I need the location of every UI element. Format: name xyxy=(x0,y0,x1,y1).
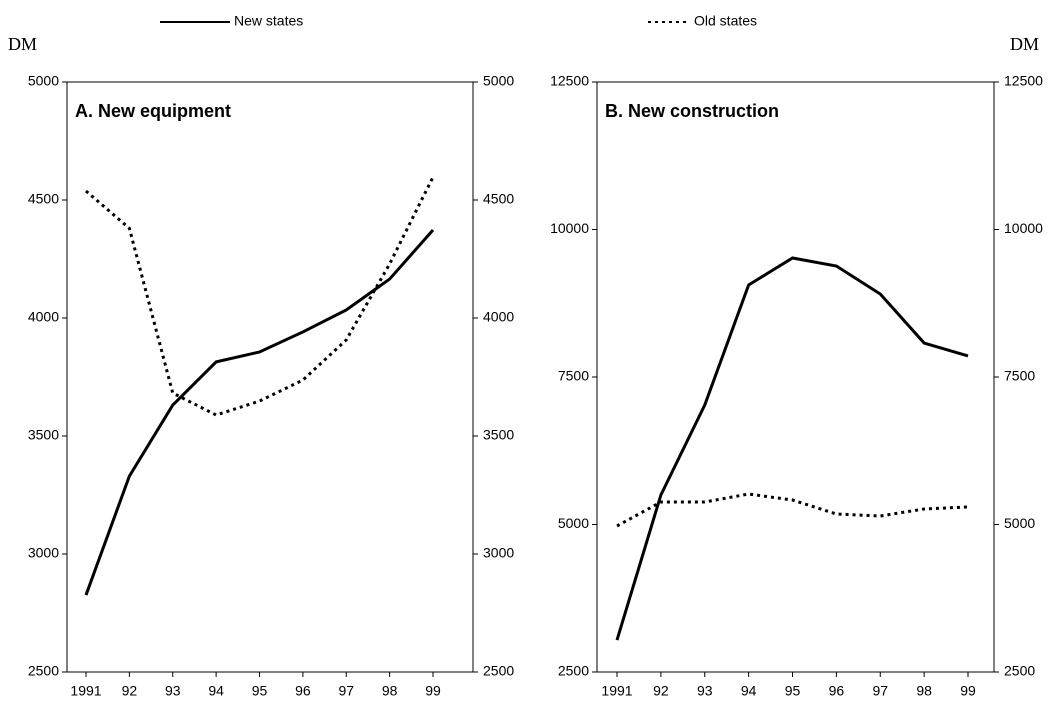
y-tick-label: 3000 xyxy=(28,545,59,561)
x-tick-label: 92 xyxy=(653,683,669,699)
legend-label: Old states xyxy=(694,13,757,29)
x-tick-label: 96 xyxy=(295,683,311,699)
y-tick-label: 4500 xyxy=(28,191,59,207)
data-line xyxy=(615,256,969,641)
y-tick-label: 5000 xyxy=(28,73,59,89)
y-tick-label: 2500 xyxy=(558,663,589,679)
y2-tick-label: 10000 xyxy=(1004,220,1043,236)
x-tick-label: 96 xyxy=(829,683,845,699)
y2-tick-label: 2500 xyxy=(1004,663,1035,679)
y2-tick-label: 3500 xyxy=(483,427,514,443)
x-tick-label: 98 xyxy=(382,683,398,699)
data-line xyxy=(85,176,435,417)
y2-tick-label: 7500 xyxy=(1004,368,1035,384)
chart-title: B. New construction xyxy=(605,101,779,121)
y2-tick-label: 12500 xyxy=(1004,73,1043,89)
x-tick-label: 98 xyxy=(916,683,932,699)
x-tick-label: 1991 xyxy=(601,683,632,699)
y-tick-label: 12500 xyxy=(550,73,589,89)
y-axis-label: DM xyxy=(8,34,37,54)
x-tick-label: 93 xyxy=(697,683,713,699)
y-tick-label: 7500 xyxy=(558,368,589,384)
y-tick-label: 5000 xyxy=(558,515,589,531)
x-tick-label: 93 xyxy=(165,683,181,699)
y2-tick-label: 4000 xyxy=(483,309,514,325)
plot-area xyxy=(66,81,474,673)
x-tick-label: 1991 xyxy=(70,683,101,699)
y2-axis-label: DM xyxy=(1010,34,1039,54)
x-tick-label: 99 xyxy=(425,683,441,699)
chart-title: A. New equipment xyxy=(75,101,231,121)
data-line xyxy=(84,228,435,596)
y2-tick-label: 5000 xyxy=(483,73,514,89)
y-tick-label: 10000 xyxy=(550,220,589,236)
x-tick-label: 95 xyxy=(252,683,268,699)
data-line xyxy=(616,492,969,528)
y-tick-label: 3500 xyxy=(28,427,59,443)
x-tick-label: 95 xyxy=(785,683,801,699)
y2-tick-label: 3000 xyxy=(483,545,514,561)
x-tick-label: 94 xyxy=(208,683,224,699)
y-tick-label: 2500 xyxy=(28,663,59,679)
legend-label: New states xyxy=(234,13,303,29)
x-tick-label: 97 xyxy=(338,683,354,699)
x-tick-label: 99 xyxy=(960,683,976,699)
y2-tick-label: 2500 xyxy=(483,663,514,679)
x-tick-label: 97 xyxy=(872,683,888,699)
y2-tick-label: 4500 xyxy=(483,191,514,207)
plot-area xyxy=(596,81,995,673)
x-tick-label: 94 xyxy=(741,683,757,699)
y-tick-label: 4000 xyxy=(28,309,59,325)
y2-tick-label: 5000 xyxy=(1004,515,1035,531)
x-tick-label: 92 xyxy=(122,683,138,699)
